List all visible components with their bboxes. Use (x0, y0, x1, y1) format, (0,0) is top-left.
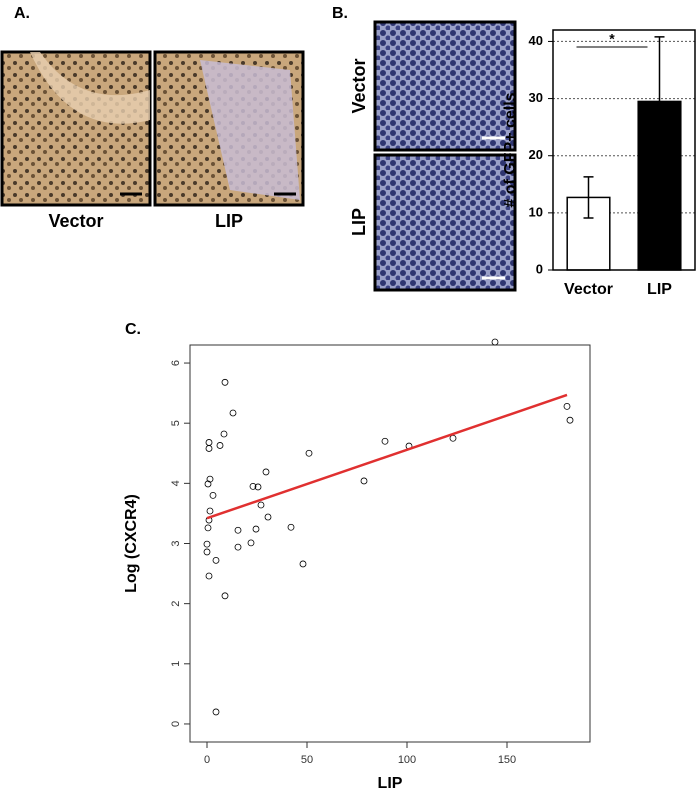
bone (200, 60, 300, 200)
point (205, 439, 213, 446)
significance: * (609, 31, 615, 47)
image-label: Vector (48, 211, 103, 231)
point (252, 525, 260, 533)
point (566, 416, 574, 424)
x-tick-label: LIP (647, 281, 672, 298)
x-tick-label: 0 (204, 754, 210, 766)
fit-line (206, 393, 568, 520)
point (203, 548, 211, 556)
y-tick-label: 4 (170, 480, 182, 486)
x-tick-label: 100 (398, 754, 416, 766)
x-tick-label: Vector (564, 281, 613, 298)
point (221, 592, 229, 600)
point (491, 338, 499, 346)
point (212, 556, 220, 564)
point (205, 445, 213, 452)
point (205, 572, 213, 580)
bone (30, 52, 150, 124)
point (381, 437, 389, 445)
point (360, 477, 368, 485)
panel-label: C. (125, 321, 141, 338)
point (254, 483, 262, 491)
point (305, 449, 313, 457)
point (563, 402, 571, 410)
micrograph (373, 153, 517, 292)
x-tick-label: 150 (498, 754, 516, 766)
point (264, 513, 272, 521)
point (221, 378, 229, 386)
y-tick-label: 1 (170, 661, 182, 667)
point (249, 482, 257, 490)
y-tick-label: 3 (170, 540, 182, 546)
x-axis-label: LIP (378, 775, 403, 792)
plot-frame (552, 29, 696, 271)
y-tick-label: 5 (170, 420, 182, 426)
image-label: LIP (215, 211, 243, 231)
point (262, 468, 270, 476)
point (206, 475, 214, 483)
point (257, 501, 265, 509)
y-tick-label: 30 (529, 90, 543, 105)
point (449, 434, 457, 442)
point (229, 409, 237, 417)
y-tick-label: 20 (529, 147, 543, 162)
y-tick-label: 40 (529, 33, 543, 48)
y-tick-label: 0 (536, 261, 543, 276)
point (204, 480, 212, 488)
point (216, 442, 224, 449)
point (234, 526, 242, 534)
y-axis-label: Log (CXCR4) (123, 494, 140, 593)
y-tick-label: 2 (170, 601, 182, 607)
point (220, 430, 228, 438)
point (299, 560, 307, 568)
image-label: LIP (349, 208, 369, 236)
y-axis-label: # of GFP+ cells (502, 92, 519, 207)
panel-label: A. (14, 5, 30, 22)
micrograph (373, 20, 517, 152)
point (287, 523, 295, 531)
point (209, 491, 217, 499)
point (234, 543, 242, 551)
panel-label: B. (332, 5, 348, 22)
y-tick-label: 0 (170, 721, 182, 727)
point (204, 524, 212, 532)
micrograph (0, 50, 152, 207)
point (247, 539, 255, 547)
y-tick-label: 10 (529, 204, 543, 219)
image-label: Vector (349, 58, 369, 113)
y-tick-label: 6 (170, 360, 182, 366)
point (212, 708, 220, 716)
point (206, 507, 214, 515)
plot-frame (189, 344, 591, 743)
x-tick-label: 50 (301, 754, 313, 766)
point (203, 540, 211, 548)
